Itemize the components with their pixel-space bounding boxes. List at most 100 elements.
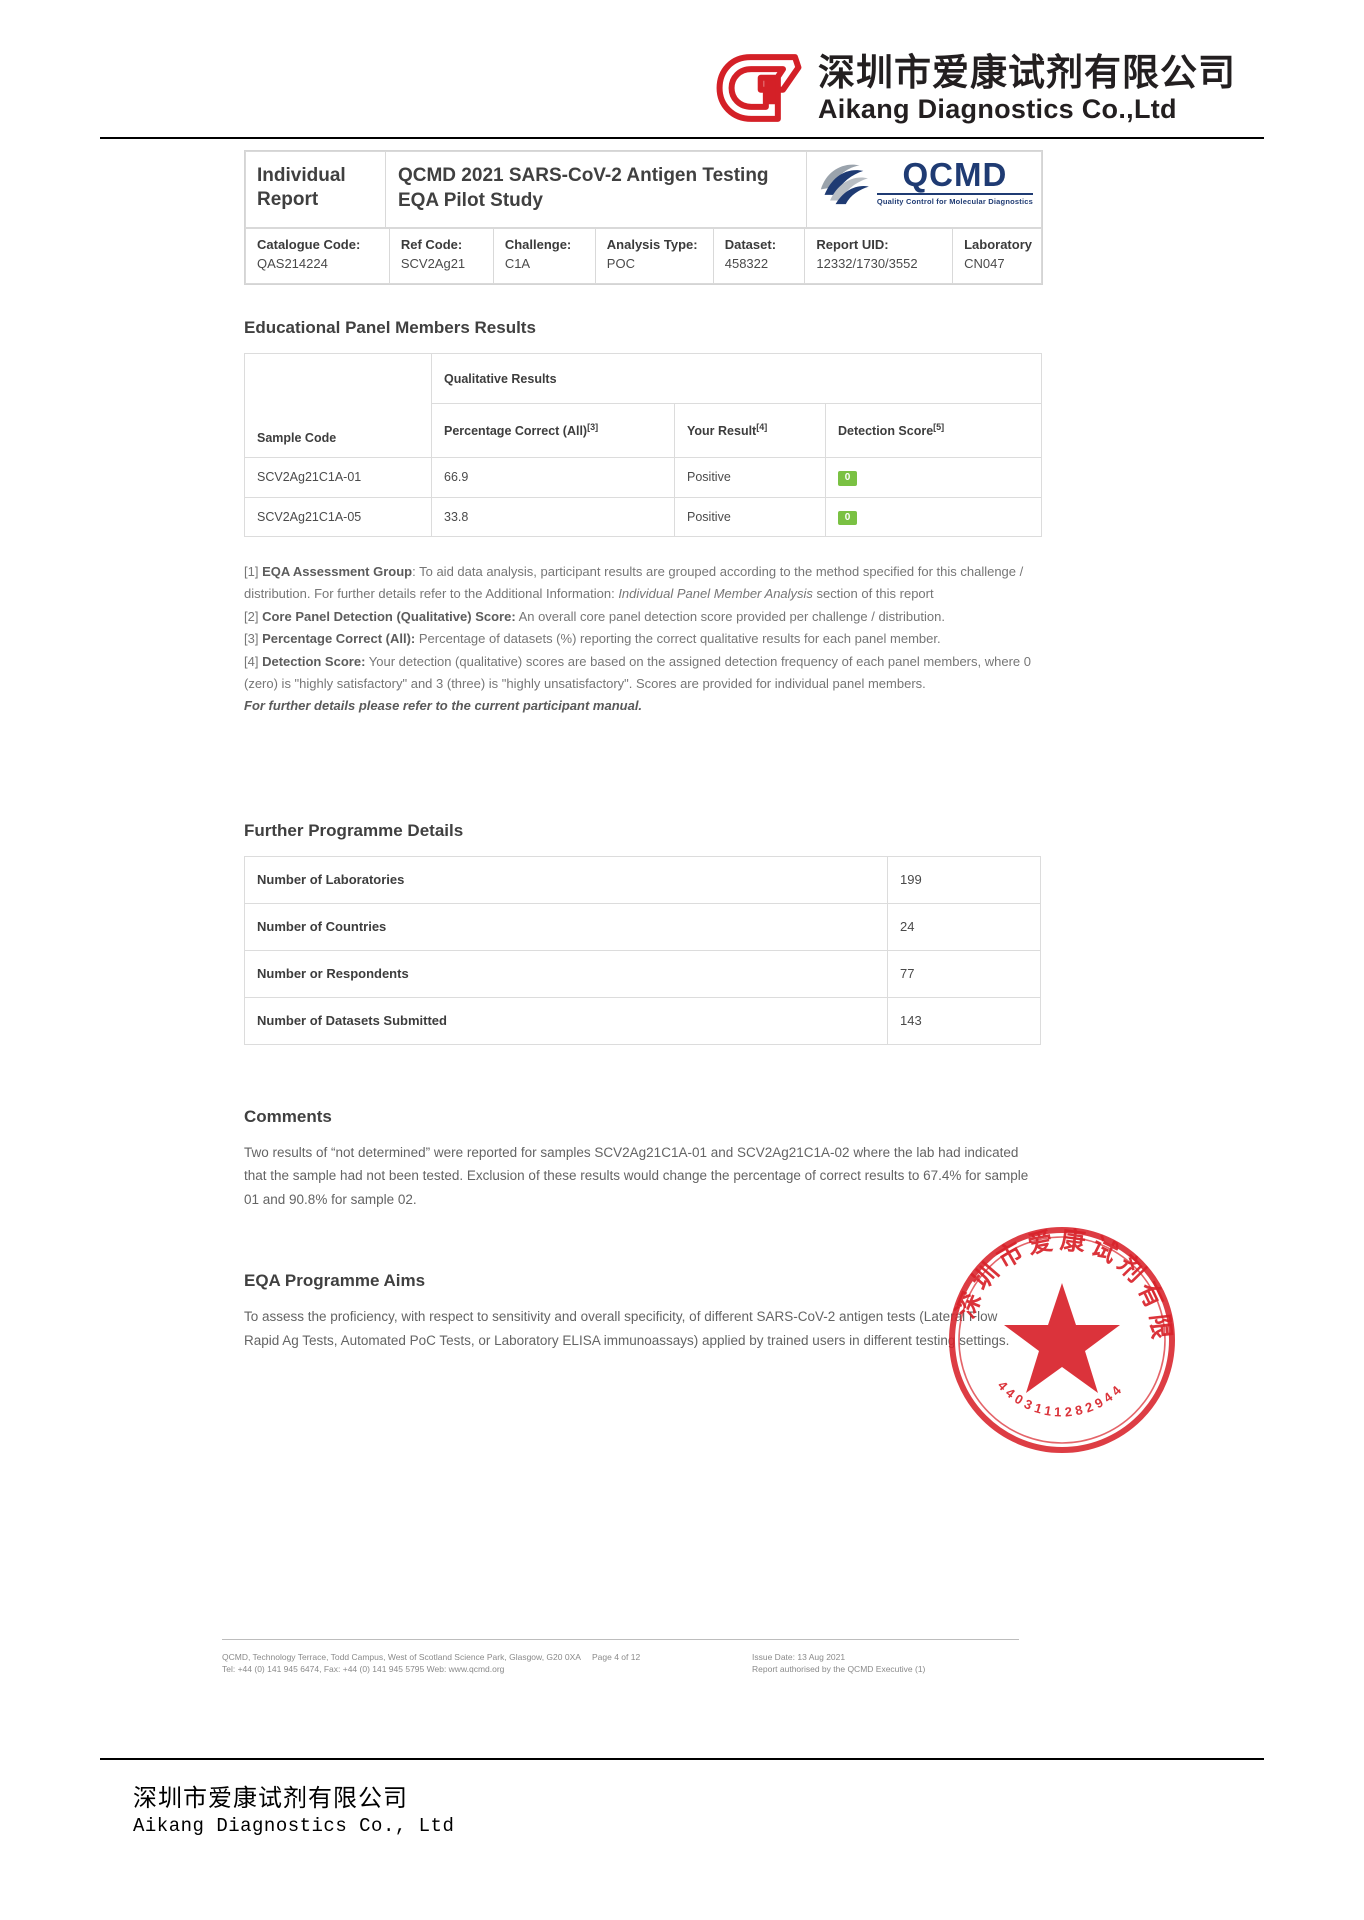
meta-value: C1A [504, 256, 531, 272]
cell-value: 24 [887, 902, 1041, 951]
footnote-2: [2] Core Panel Detection (Qualitative) S… [244, 606, 1044, 628]
col-header-sample-code: Sample Code [244, 353, 432, 459]
panel-results-header-row: Percentage Correct (All)[3] Your Result[… [245, 403, 1043, 459]
footnote-1-title: EQA Assessment Group [262, 564, 413, 580]
col-header-percentage-correct-label: Percentage Correct (All) [444, 424, 588, 439]
cell-label: Number of Datasets Submitted [244, 996, 888, 1045]
footer-columns: QCMD, Technology Terrace, Todd Campus, W… [222, 1651, 1022, 1676]
meta-value: SCV2Ag21 [400, 256, 466, 272]
qcmd-logo-cell: QCMD Quality Control for Molecular Diagn… [805, 150, 1043, 229]
bottom-company-name-en: Aikang Diagnostics Co., Ltd [133, 1815, 455, 1837]
footnote-2-title: Core Panel Detection (Qualitative) Score… [262, 608, 516, 624]
footnote-3: [3] Percentage Correct (All): Percentage… [244, 628, 1044, 650]
cell-value: 199 [887, 855, 1041, 904]
panel-results-heading: Educational Panel Members Results [244, 318, 536, 338]
table-row: SCV2Ag21C1A-01 66.9 Positive 0 [244, 457, 1043, 498]
footnote-ref-3: [3] [587, 422, 599, 433]
footnote-ref-5: [5] [933, 422, 945, 433]
footnote-3-marker: [3] [244, 631, 259, 647]
report-type-cell: Individual Report [245, 150, 386, 229]
document-page: Individual Report QCMD 2021 SARS-CoV-2 A… [0, 150, 1364, 1453]
footnotes-block: [1] EQA Assessment Group: To aid data an… [244, 561, 1044, 718]
study-title-cell: QCMD 2021 SARS-CoV-2 Antigen Testing EQA… [384, 150, 807, 229]
cell-label: Number of Laboratories [244, 855, 888, 904]
cell-your-result: Positive [674, 496, 826, 538]
cell-detection-score: 0 [824, 457, 1043, 498]
report-meta-row: Catalogue Code: QAS214224 Ref Code: SCV2… [245, 228, 1042, 285]
footer-authorised: Report authorised by the QCMD Executive … [752, 1664, 926, 1675]
cell-detection-score: 0 [824, 496, 1043, 538]
footnote-closing-note: For further details please refer to the … [244, 698, 643, 714]
meta-value: CN047 [964, 256, 1005, 272]
footer-issue-date: Issue Date: 13 Aug 2021 [752, 1652, 846, 1662]
further-details-heading: Further Programme Details [244, 820, 464, 840]
comments-heading: Comments [244, 1106, 332, 1126]
footnote-3-title: Percentage Correct (All): [262, 631, 416, 647]
footer-issue-block: Issue Date: 13 Aug 2021 Report authorise… [752, 1651, 1022, 1676]
col-group-qualitative-results: Qualitative Results [430, 353, 1043, 405]
footnote-4-body: Your detection (qualitative) scores are … [244, 653, 1031, 691]
aims-body: To assess the proficiency, with respect … [244, 1309, 1010, 1349]
svg-text:4403111282944: 4403111282944 [995, 1378, 1127, 1420]
footnote-1-italic: Individual Panel Member Analysis [618, 586, 813, 602]
table-row: Number of Datasets Submitted 143 [244, 996, 1041, 1045]
col-header-detection-score: Detection Score[5] [824, 403, 1043, 459]
meta-cell-ref-code: Ref Code: SCV2Ag21 [388, 228, 494, 285]
cell-sample-code: SCV2Ag21C1A-05 [244, 496, 432, 538]
meta-cell-report-uid: Report UID: 12332/1730/3552 [804, 228, 954, 285]
footnote-1-marker: [1] [244, 564, 259, 580]
letterhead-company-names: 深圳市爱康试剂有限公司 Aikang Diagnostics Co.,Ltd [818, 54, 1236, 123]
footnote-1: [1] EQA Assessment Group: To aid data an… [244, 561, 1044, 606]
cell-label: Number of Countries [244, 902, 888, 951]
meta-key: Catalogue Code: [257, 237, 361, 253]
footer-page-number: Page 4 of 12 [592, 1652, 641, 1662]
status-badge: 0 [838, 510, 857, 526]
cell-percentage-correct: 33.8 [431, 496, 675, 538]
cell-your-result: Positive [674, 457, 826, 498]
qcmd-wordmark: QCMD Quality Control for Molecular Diagn… [876, 156, 1033, 206]
top-letterhead: 深圳市爱康试剂有限公司 Aikang Diagnostics Co.,Ltd [0, 0, 1364, 165]
col-header-percentage-correct: Percentage Correct (All)[3] [431, 403, 675, 459]
col-header-your-result: Your Result[4] [674, 403, 826, 459]
table-row: Number of Laboratories 199 [244, 855, 1041, 904]
cell-value: 143 [887, 996, 1041, 1045]
meta-key: Challenge: [504, 237, 572, 253]
footnote-2-marker: [2] [244, 608, 259, 624]
col-header-detection-score-label: Detection Score [838, 424, 934, 439]
qcmd-wordmark-rule [876, 193, 1033, 195]
meta-key: Analysis Type: [606, 237, 698, 253]
meta-cell-laboratory: Laboratory CN047 [952, 228, 1042, 285]
table-row: Number or Respondents 77 [244, 949, 1041, 998]
footnote-3-body: Percentage of datasets (%) reporting the… [415, 631, 941, 647]
further-details-table: Number of Laboratories 199 Number of Cou… [244, 855, 1041, 1045]
meta-value: POC [606, 256, 635, 272]
meta-value: QAS214224 [257, 256, 328, 272]
footnote-1-body-b: section of this report [812, 586, 934, 602]
table-row: SCV2Ag21C1A-05 33.8 Positive 0 [244, 496, 1043, 538]
page-content: Individual Report QCMD 2021 SARS-CoV-2 A… [182, 150, 1182, 1453]
meta-cell-dataset: Dataset: 458322 [712, 228, 806, 285]
aikang-logo-icon [716, 54, 802, 122]
footnote-1-body-a: : To aid data analysis, participant resu… [244, 564, 1024, 602]
footnote-4-title: Detection Score: [262, 653, 366, 669]
meta-value: 12332/1730/3552 [816, 256, 918, 272]
meta-key: Ref Code: [400, 237, 463, 253]
cell-sample-code: SCV2Ag21C1A-01 [244, 457, 432, 498]
cell-percentage-correct: 66.9 [431, 457, 675, 498]
company-name-en: Aikang Diagnostics Co.,Ltd [818, 93, 1177, 124]
bottom-company-name-cn: 深圳市爱康试剂有限公司 [133, 1784, 408, 1812]
letterhead-divider [100, 137, 1264, 139]
footnote-ref-4: [4] [756, 422, 768, 433]
footnote-2-body: An overall core panel detection score pr… [515, 608, 945, 624]
comments-body: Two results of “not determined” were rep… [244, 1144, 1029, 1207]
footer-address: QCMD, Technology Terrace, Todd Campus, W… [222, 1652, 581, 1675]
panel-results-table: Sample Code Qualitative Results Percenta… [244, 353, 1043, 538]
cell-value: 77 [887, 949, 1041, 998]
status-badge: 0 [838, 471, 857, 486]
meta-cell-challenge: Challenge: C1A [492, 228, 596, 285]
bottom-letterhead-divider [100, 1758, 1264, 1760]
meta-cell-catalogue-code: Catalogue Code: QAS214224 [245, 228, 390, 285]
qcmd-wordmark-text: QCMD [902, 156, 1008, 193]
footer-divider [222, 1639, 1019, 1640]
aims-heading: EQA Programme Aims [244, 1271, 426, 1291]
